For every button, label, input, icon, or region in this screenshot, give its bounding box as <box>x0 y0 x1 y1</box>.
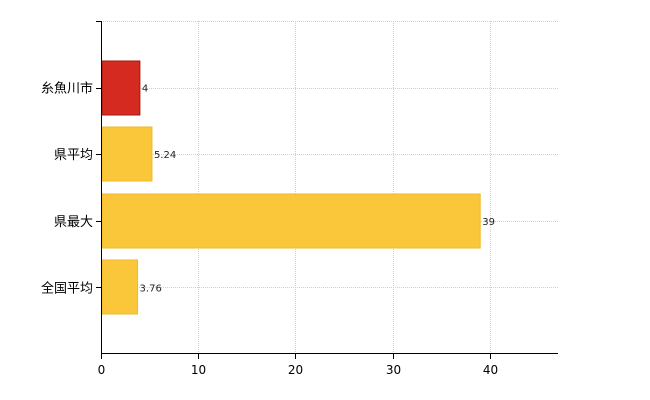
y-tick-label: 全国平均 <box>41 280 93 296</box>
labels: 0 10 20 30 40 糸魚川市 4 県平均 5.24 県最大 39 全国平均 3.76 <box>41 81 498 377</box>
bar <box>101 259 139 315</box>
data-label: 5.24 <box>154 150 176 161</box>
bar <box>101 60 141 116</box>
ticks <box>96 21 491 359</box>
x-tick-label: 20 <box>288 363 303 377</box>
axes <box>101 21 558 354</box>
bars <box>101 60 481 315</box>
bar <box>101 126 153 182</box>
x-tick-label: 40 <box>483 363 498 377</box>
grid <box>101 21 558 354</box>
data-label: 3.76 <box>140 283 162 294</box>
x-tick-label: 10 <box>191 363 206 377</box>
bar <box>101 193 481 249</box>
y-tick-label: 糸魚川市 <box>41 81 93 97</box>
y-tick-label: 県最大 <box>54 215 93 230</box>
x-tick-label: 0 <box>98 363 106 377</box>
y-tick-label: 県平均 <box>54 148 93 163</box>
data-label: 39 <box>482 217 495 228</box>
data-label: 4 <box>142 84 148 95</box>
x-tick-label: 30 <box>386 363 401 377</box>
